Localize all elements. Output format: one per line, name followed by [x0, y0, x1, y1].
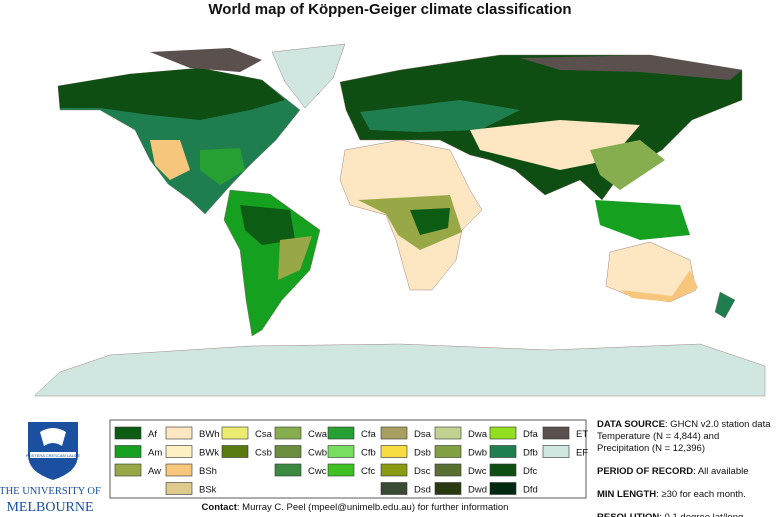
legend-label: BSh — [199, 466, 217, 477]
legend-swatch — [489, 445, 517, 458]
legend-label: Csb — [255, 448, 272, 459]
legend-swatch — [380, 482, 408, 495]
legend-swatch — [274, 445, 302, 458]
legend-swatch — [434, 426, 462, 440]
legend-swatch — [165, 463, 193, 477]
contact-text: : Murray C. Peel (mpeel@unimelb.edu.au) … — [237, 502, 509, 513]
legend-label: Dsb — [414, 448, 431, 459]
legend-label: BSk — [199, 485, 217, 496]
legend-swatch — [489, 463, 517, 477]
legend-swatch — [114, 426, 142, 440]
legend-swatch — [165, 426, 193, 440]
legend-label: EF — [576, 448, 588, 459]
legend-label: Aw — [148, 466, 161, 477]
info-label: PERIOD OF RECORD — [597, 466, 693, 477]
legend-swatch — [380, 463, 408, 477]
legend-label: Dsd — [414, 485, 431, 496]
info-text: : ≥30 for each month. — [656, 489, 746, 500]
legend-swatch — [114, 445, 142, 458]
legend-swatch — [221, 426, 249, 440]
legend-swatch — [274, 463, 302, 477]
legend-label: Dwa — [468, 429, 488, 440]
legend-swatch — [542, 445, 570, 458]
legend-label: Dfd — [523, 485, 538, 496]
info-subline: Temperature (N = 4,844) and — [597, 431, 719, 442]
info-line: RESOLUTION: 0.1 degree lat/long — [597, 512, 743, 517]
legend-swatch — [380, 426, 408, 440]
legend-label: Dwc — [468, 466, 487, 477]
legend-label: ET — [576, 429, 588, 440]
info-label: DATA SOURCE — [597, 419, 665, 430]
info-line: DATA SOURCE: GHCN v2.0 station data — [597, 419, 771, 430]
legend-swatch — [380, 445, 408, 458]
legend-label: Dfa — [523, 429, 539, 440]
legend-label: Cfc — [361, 466, 376, 477]
legend-label: Cwc — [308, 466, 327, 477]
legend-label: Dwd — [468, 485, 487, 496]
legend-swatch — [434, 482, 462, 495]
legend-label: Cfb — [361, 448, 376, 459]
legend-swatch — [542, 426, 570, 440]
legend-swatch — [327, 426, 355, 440]
title: World map of Köppen-Geiger climate class… — [208, 1, 571, 18]
info-line: PERIOD OF RECORD: All available — [597, 466, 749, 477]
legend-swatch — [434, 463, 462, 477]
info-line: MIN LENGTH: ≥30 for each month. — [597, 489, 746, 500]
info-label: MIN LENGTH — [597, 489, 656, 500]
legend-label: Cfa — [361, 429, 377, 440]
legend-label: Am — [148, 448, 162, 459]
legend-swatch — [327, 445, 355, 458]
legend-swatch — [489, 426, 517, 440]
legend-label: Dsc — [414, 466, 431, 477]
logo-motto: POSTERA CRESCAM LAUDE — [26, 453, 81, 458]
info-text: : All available — [693, 466, 748, 477]
legend-label: BWh — [199, 429, 220, 440]
logo-line2: MELBOURNE — [6, 500, 93, 515]
legend-swatch — [165, 482, 193, 495]
legend-label: Cwb — [308, 448, 327, 459]
info-panel: DATA SOURCE: GHCN v2.0 station dataTempe… — [597, 419, 771, 517]
contact: Contact: Murray C. Peel (mpeel@unimelb.e… — [202, 502, 509, 513]
legend-swatch — [114, 463, 142, 477]
legend-swatch — [489, 482, 517, 495]
legend-swatch — [165, 445, 193, 458]
logo: POSTERA CRESCAM LAUDE THE UNIVERSITY OF … — [0, 422, 101, 515]
legend-label: Af — [148, 429, 157, 440]
info-text: : GHCN v2.0 station data — [665, 419, 771, 430]
legend-label: Dfb — [523, 448, 538, 459]
info-subline: Precipitation (N = 12,396) — [597, 443, 705, 454]
legend-label: Dsa — [414, 429, 432, 440]
legend-swatch — [327, 463, 355, 477]
info-text: : 0.1 degree lat/long — [659, 512, 743, 517]
legend-label: Cwa — [308, 429, 328, 440]
legend-label: BWk — [199, 448, 219, 459]
legend-label: Csa — [255, 429, 273, 440]
legend-swatch — [221, 445, 249, 458]
legend-label: Dfc — [523, 466, 538, 477]
legend-label: Dwb — [468, 448, 487, 459]
legend-swatch — [434, 445, 462, 458]
logo-line1: THE UNIVERSITY OF — [0, 486, 101, 497]
contact-label: Contact — [202, 502, 238, 513]
legend-swatch — [274, 426, 302, 440]
world-map — [34, 43, 766, 397]
legend: Af Am Aw BWh BWk BSh BSk Csa Csb Cwa Cwb Cwc Cfa Cfb C… — [114, 426, 588, 496]
info-label: RESOLUTION — [597, 512, 659, 517]
